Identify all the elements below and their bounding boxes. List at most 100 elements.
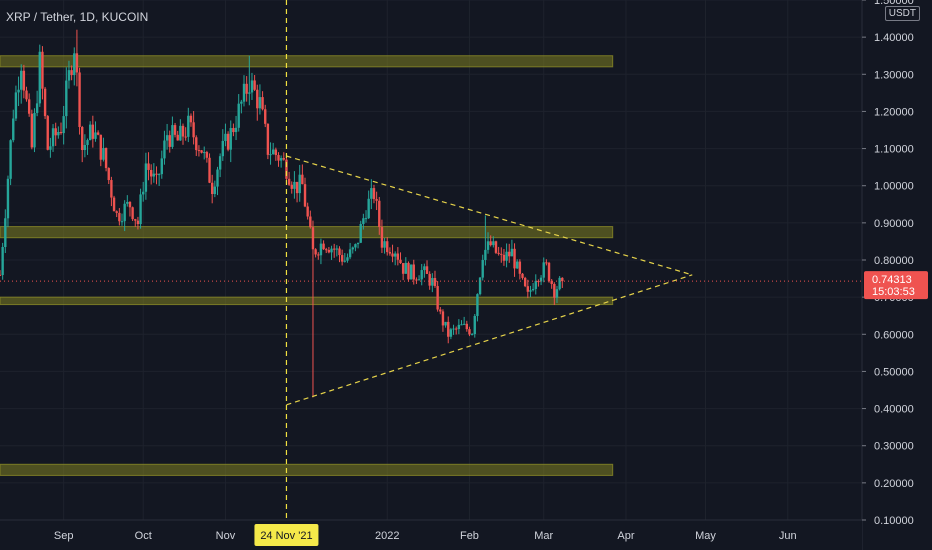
candle-body xyxy=(330,248,333,253)
candle-body xyxy=(165,135,169,141)
candle-body xyxy=(436,286,439,310)
candle-body xyxy=(285,159,288,179)
candle-body xyxy=(226,133,230,150)
candle-body xyxy=(221,140,224,157)
candle-body xyxy=(142,191,145,195)
support-resistance-zone xyxy=(0,55,614,68)
y-tick-label: 1.00000 xyxy=(874,181,914,193)
x-tick-label: Mar xyxy=(534,530,553,542)
candle-body xyxy=(250,80,254,93)
candle-body xyxy=(41,51,44,89)
support-resistance-zone xyxy=(0,296,614,306)
y-tick-label: 1.20000 xyxy=(874,106,914,118)
candle-body xyxy=(439,309,442,312)
candle-body xyxy=(20,70,23,90)
candle-body xyxy=(274,149,278,156)
x-tick-label: May xyxy=(695,530,716,542)
candle-body xyxy=(393,253,397,257)
candle-body xyxy=(1,247,4,276)
candle-body xyxy=(462,323,466,325)
candle-body xyxy=(431,278,434,286)
candle-body xyxy=(279,158,283,161)
y-tick-label: 0.50000 xyxy=(874,366,914,378)
candle-body xyxy=(99,134,102,160)
candle-body xyxy=(240,101,243,104)
candle-body xyxy=(205,152,209,158)
candle-body xyxy=(123,203,126,222)
candle-body xyxy=(187,115,190,137)
x-tick-label: Sep xyxy=(54,530,74,542)
candle-body xyxy=(160,158,163,175)
candle-body xyxy=(428,273,431,286)
candle-body xyxy=(237,103,240,128)
candle-body xyxy=(271,149,275,155)
candle-body xyxy=(120,221,124,223)
candle-body xyxy=(189,115,193,123)
candle-body xyxy=(343,260,346,262)
candle-body xyxy=(91,124,95,139)
candle-body xyxy=(338,248,341,256)
candle-body xyxy=(375,199,378,201)
support-resistance-zone xyxy=(0,226,614,239)
candle-body xyxy=(75,53,79,73)
candle-body xyxy=(200,150,203,153)
candle-body xyxy=(555,289,559,298)
candle-body xyxy=(30,113,34,148)
candle-body xyxy=(33,112,36,148)
candle-body xyxy=(197,150,201,152)
candle-body xyxy=(561,277,564,282)
triangle-trendline xyxy=(286,155,693,276)
candle-body xyxy=(317,254,320,256)
candle-body xyxy=(367,198,370,219)
candle-body xyxy=(346,257,349,261)
candle-body xyxy=(229,128,232,150)
candle-body xyxy=(460,324,463,326)
currency-label[interactable]: USDT xyxy=(884,6,920,21)
candle-body xyxy=(88,124,92,141)
candle-body xyxy=(134,219,137,221)
candle-body xyxy=(433,278,437,287)
candle-body xyxy=(359,223,362,243)
candle-body xyxy=(409,264,413,280)
candle-body xyxy=(529,290,532,292)
candle-body xyxy=(46,116,49,150)
candle-body xyxy=(513,248,516,269)
candle-body xyxy=(83,145,87,151)
candle-body xyxy=(38,51,41,104)
y-tick-label: 0.60000 xyxy=(874,329,914,341)
candle-body xyxy=(62,116,65,134)
candle-body xyxy=(388,252,392,254)
candle-body xyxy=(399,259,402,264)
y-tick-label: 0.40000 xyxy=(874,404,914,416)
candle-body xyxy=(412,264,415,280)
candle-body xyxy=(295,181,299,194)
candle-body xyxy=(168,135,171,147)
candle-body xyxy=(195,137,198,151)
candle-body xyxy=(115,211,118,213)
y-tick-label: 0.30000 xyxy=(874,441,914,453)
candle-body xyxy=(256,89,259,109)
candle-body xyxy=(136,220,140,225)
candle-body xyxy=(242,83,246,102)
triangle-trendline xyxy=(286,274,693,406)
y-tick-label: 0.20000 xyxy=(874,478,914,490)
candle-body xyxy=(232,128,235,133)
x-tick-label: Nov xyxy=(216,530,236,542)
candle-body xyxy=(380,227,384,248)
candle-body xyxy=(457,324,461,329)
y-tick-label: 1.10000 xyxy=(874,144,914,156)
candle-body xyxy=(396,253,400,260)
candle-body xyxy=(447,321,450,337)
candle-body xyxy=(245,83,248,94)
candle-body xyxy=(401,263,405,274)
candle-body xyxy=(25,90,28,100)
last-price-value: 0.74313 xyxy=(872,274,912,286)
overlays xyxy=(0,0,862,520)
candle-body xyxy=(9,140,12,179)
candle-body xyxy=(6,178,10,219)
candle-body xyxy=(112,197,116,212)
highlight-date-label: 24 Nov '21 xyxy=(260,530,312,542)
grid xyxy=(0,0,862,521)
candle-body xyxy=(470,334,474,336)
